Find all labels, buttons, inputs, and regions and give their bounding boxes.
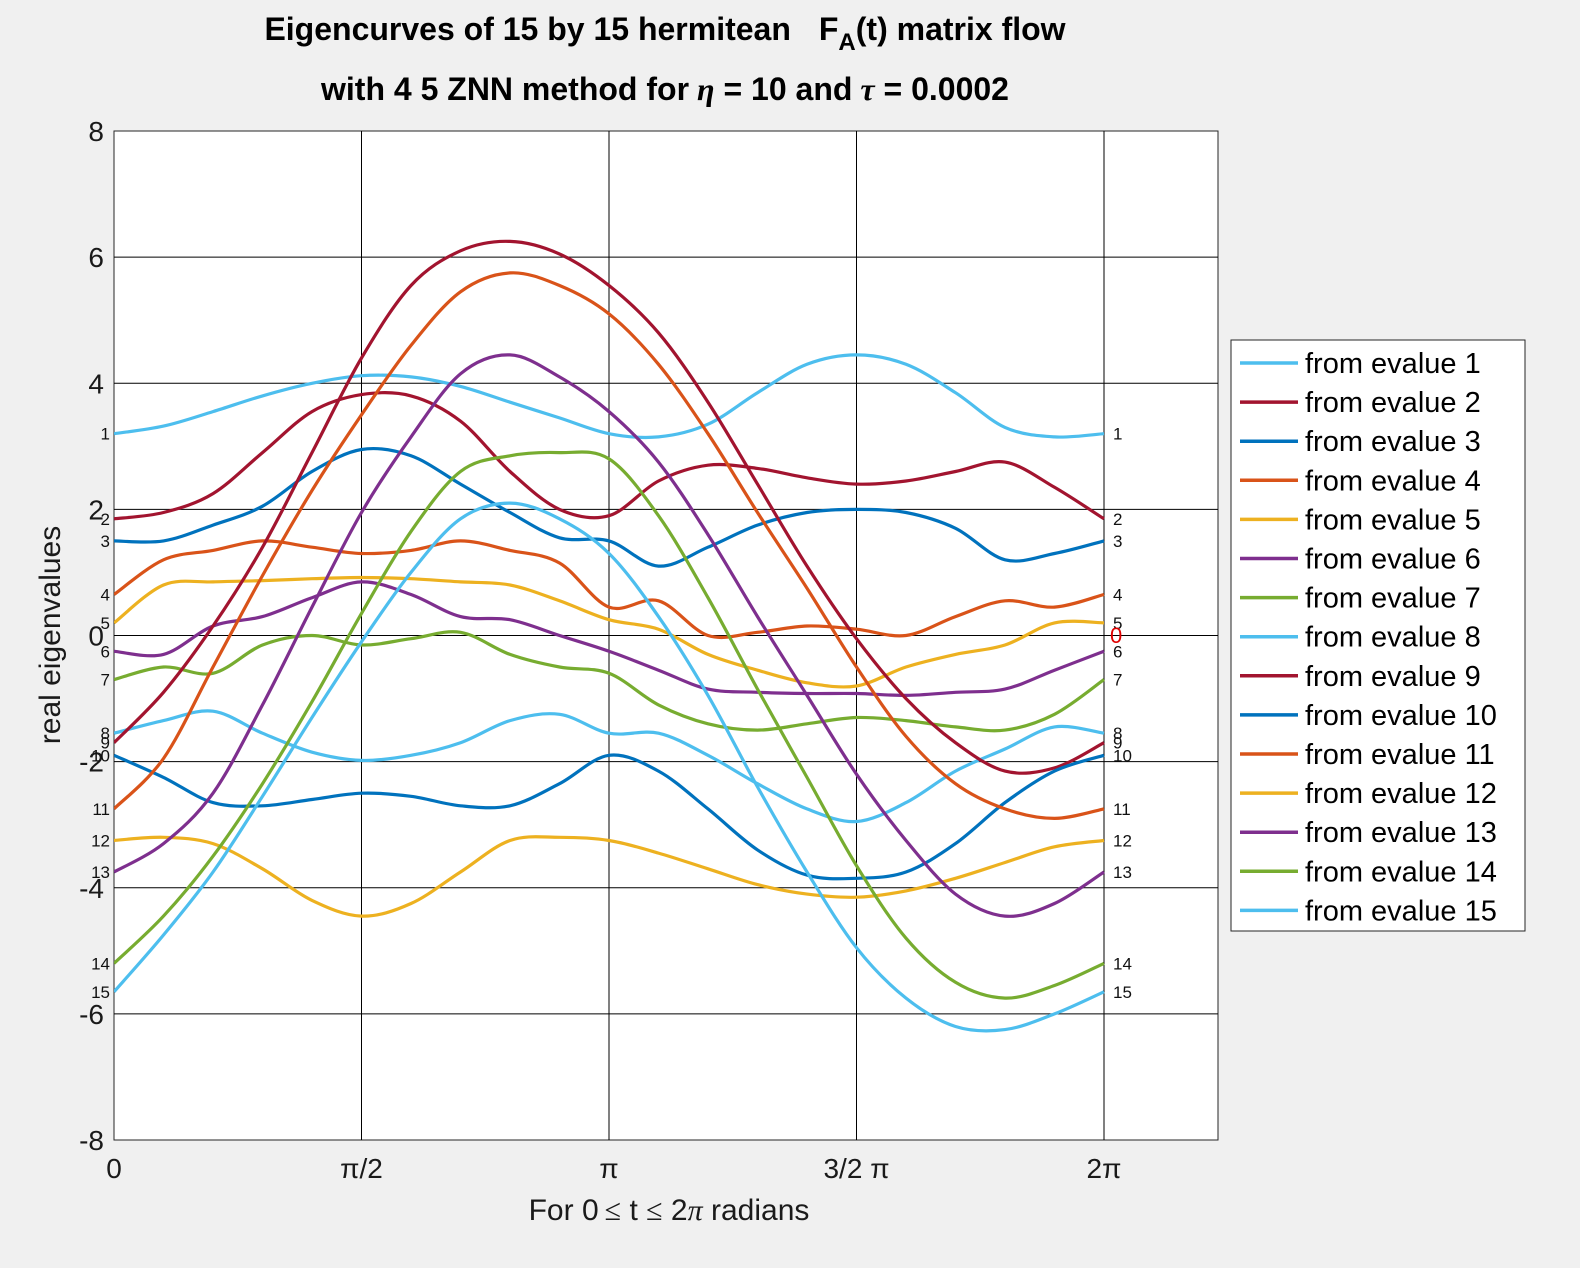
y-tick-label: 4: [88, 368, 104, 399]
curve-start-label: 7: [101, 671, 110, 690]
series-line-9: [114, 239, 1105, 775]
legend-entry: from evalue 1: [1305, 348, 1481, 380]
series-line-2: [114, 390, 1105, 521]
curve-start-label: 11: [92, 800, 110, 819]
series-line-5: [114, 575, 1105, 689]
series-line-8: [114, 709, 1105, 824]
curve-end-label: 4: [1113, 586, 1122, 605]
curve-start-label: 9: [101, 734, 110, 753]
series-line-14: [114, 450, 1105, 1000]
curve-end-label: 12: [1113, 831, 1132, 850]
eigencurves: [114, 239, 1105, 1033]
series-line-13: [114, 353, 1105, 918]
curve-end-label: 11: [1113, 800, 1131, 819]
x-tick-label: π: [599, 1153, 618, 1184]
curve-end-label: 8: [1113, 724, 1122, 743]
curve-end-label: 10: [1113, 746, 1132, 765]
x-tick-label: 3/2 π: [823, 1153, 889, 1184]
legend-entry: from evalue 13: [1305, 817, 1497, 849]
y-tick-label: 6: [88, 242, 104, 273]
y-tick-label: 2: [88, 494, 104, 525]
y-tick-label: -6: [79, 999, 104, 1030]
curve-start-label: 6: [101, 642, 110, 661]
legend-entry: from evalue 9: [1305, 661, 1481, 693]
y-tick-label: -4: [79, 873, 104, 904]
curve-start-label: 2: [101, 510, 110, 529]
legend: from evalue 1 from evalue 2 from evalue 3 f…: [1230, 339, 1526, 932]
curve-end-label: 15: [1113, 983, 1132, 1002]
curve-end-label: 3: [1113, 532, 1122, 551]
y-axis-label: real eigenvalues: [34, 526, 67, 744]
chart-title-line-1: Eigencurves of 15 by 15 hermitean FA(t) m…: [264, 11, 1065, 56]
curve-start-label: 15: [91, 983, 110, 1002]
curve-start-label: 13: [91, 863, 110, 882]
legend-entry: from evalue 2: [1305, 387, 1481, 419]
legend-entry: from evalue 8: [1305, 622, 1481, 654]
legend-entry: from evalue 4: [1305, 465, 1481, 497]
y-tick-label: 0: [88, 621, 104, 652]
x-axis-label: For 0 ≤ t ≤ 2π radians: [529, 1194, 810, 1227]
series-line-3: [114, 446, 1105, 568]
curve-end-label: 9: [1113, 734, 1122, 753]
legend-entry: from evalue 6: [1305, 544, 1481, 576]
series-line-1: [114, 353, 1105, 440]
curve-end-label: 13: [1113, 863, 1132, 882]
curve-start-label: 8: [101, 724, 110, 743]
legend-entry: from evalue 15: [1305, 895, 1497, 927]
y-tick-label: -8: [79, 1125, 104, 1156]
curve-end-label: 5: [1113, 614, 1122, 633]
zero-marker: 0: [1110, 623, 1122, 648]
legend-entry: from evalue 11: [1305, 739, 1495, 771]
legend-entry: from evalue 7: [1305, 583, 1481, 615]
series-line-15: [114, 501, 1105, 1033]
y-tick-label: 8: [88, 116, 104, 147]
series-line-11: [114, 271, 1105, 820]
grid-lines: [114, 131, 1218, 1140]
curve-end-label: 6: [1113, 642, 1122, 661]
legend-entry: from evalue 5: [1305, 504, 1481, 536]
curve-start-label: 14: [91, 954, 110, 973]
curve-start-label: 5: [101, 614, 110, 633]
curve-end-label: 1: [1113, 425, 1122, 444]
curve-end-label: 7: [1113, 671, 1122, 690]
legend-entry: from evalue 14: [1305, 856, 1497, 888]
legend-entry: from evalue 12: [1305, 778, 1497, 810]
x-tick-label: 0: [106, 1153, 122, 1184]
curve-start-label: 10: [91, 746, 110, 765]
legend-entry: from evalue 3: [1305, 426, 1481, 458]
series-line-4: [114, 539, 1105, 640]
series-line-10: [114, 753, 1105, 881]
x-tick-label: π/2: [340, 1153, 383, 1184]
chart-title-line-2: with 4 5 ZNN method for η = 10 and τ = 0.0…: [320, 71, 1009, 107]
series-line-7: [114, 630, 1105, 733]
curve-end-label: 14: [1113, 954, 1132, 973]
curve-end-label: 2: [1113, 510, 1122, 529]
series-line-6: [114, 580, 1105, 698]
curve-start-label: 12: [91, 831, 110, 850]
curve-start-label: 3: [101, 532, 110, 551]
x-tick-label: 2π: [1087, 1153, 1122, 1184]
tick-labels: 0 π/2 π 3/2 π 2π 8 6 4 2 0 -2 -4 -6 -8: [79, 116, 1121, 1184]
curve-start-label: 4: [101, 586, 110, 605]
legend-entry: from evalue 10: [1305, 700, 1497, 732]
curve-start-label: 1: [101, 425, 110, 444]
y-tick-label: -2: [79, 747, 104, 778]
